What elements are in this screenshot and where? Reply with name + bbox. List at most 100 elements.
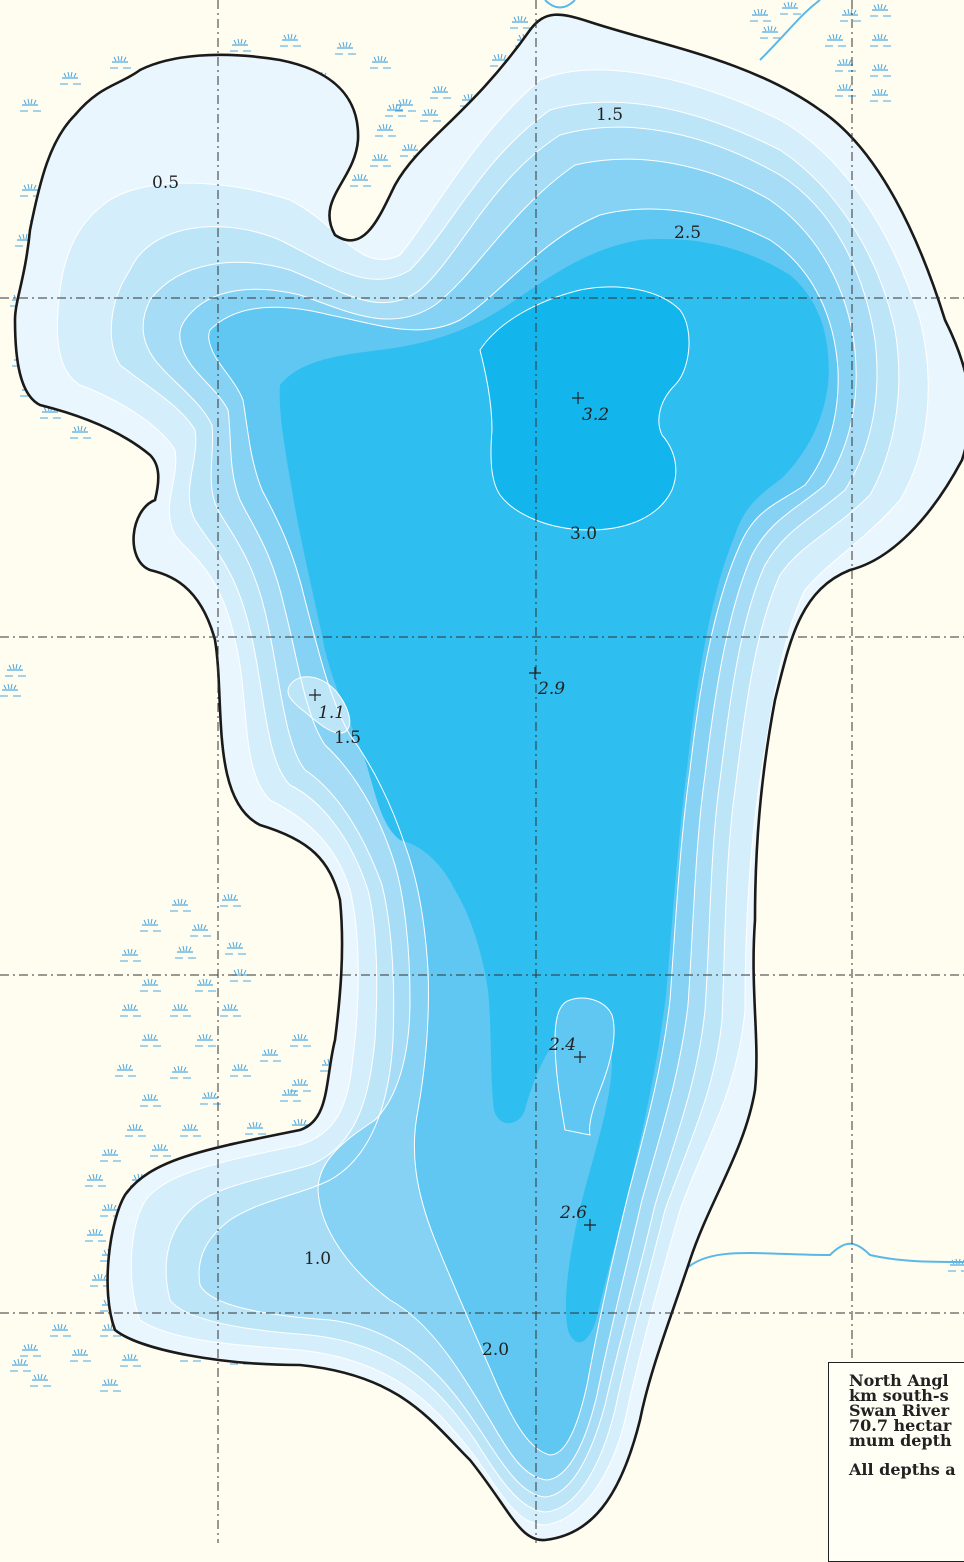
marsh-symbol-icon bbox=[419, 108, 442, 122]
marsh-symbol-icon bbox=[289, 1033, 312, 1047]
marsh-symbol-icon bbox=[394, 98, 417, 112]
contour-line-11 bbox=[287, 676, 351, 734]
lake-info-box: North Angl km south-s Swan River 70.7 he… bbox=[828, 1362, 964, 1562]
contour-line-15 bbox=[142, 126, 878, 1498]
marsh-symbol-icon bbox=[119, 1003, 142, 1017]
marsh-symbol-icon bbox=[189, 923, 212, 937]
spot-depth-11: 1.1 bbox=[318, 703, 345, 723]
marsh-symbol-icon bbox=[834, 83, 857, 97]
marsh-symbol-icon bbox=[139, 1093, 162, 1107]
marsh-symbol-icon bbox=[279, 33, 302, 47]
marsh-symbol-icon bbox=[19, 1343, 42, 1357]
marsh-symbol-icon bbox=[219, 1003, 242, 1017]
spot-marker-11 bbox=[309, 689, 321, 701]
marsh-symbol-icon bbox=[194, 978, 217, 992]
marsh-symbol-icon bbox=[834, 58, 857, 72]
marsh-symbol-icon bbox=[759, 25, 782, 39]
marsh-symbol-icon bbox=[124, 1123, 147, 1137]
contour-label-05: 0.5 bbox=[152, 173, 179, 193]
east-stream bbox=[684, 1242, 964, 1271]
contour-label-25: 2.5 bbox=[674, 223, 701, 243]
spot-depth-32: 3.2 bbox=[582, 405, 609, 425]
marsh-symbol-icon bbox=[4, 663, 27, 677]
depth-band-29 bbox=[279, 239, 829, 1343]
contour-label-10: 1.0 bbox=[304, 1249, 331, 1269]
marsh-symbol-icon bbox=[839, 8, 862, 22]
depth-band-24 bbox=[555, 998, 615, 1135]
marsh-symbol-icon bbox=[509, 15, 532, 29]
spot-marker-24 bbox=[574, 1051, 586, 1063]
marsh-symbol-icon bbox=[429, 85, 452, 99]
marsh-symbol-icon bbox=[369, 153, 392, 167]
marsh-symbol-icon bbox=[119, 948, 142, 962]
outflow-stream bbox=[759, 0, 821, 61]
info-line-5: mum depth bbox=[849, 1431, 952, 1450]
marsh-symbol-icon bbox=[229, 38, 252, 52]
marsh-symbol-icon bbox=[29, 1373, 52, 1387]
contour-label-15-north: 1.5 bbox=[596, 105, 623, 125]
marsh-symbol-icon bbox=[139, 1033, 162, 1047]
marsh-symbol-icon bbox=[0, 683, 22, 697]
contour-line-20 bbox=[179, 158, 857, 1481]
marsh-symbol-icon bbox=[84, 1173, 107, 1187]
marsh-symbol-icon bbox=[369, 55, 392, 69]
contour-line-30 bbox=[479, 286, 690, 531]
marsh-symbol-icon bbox=[869, 33, 892, 47]
marsh-symbol-icon bbox=[174, 945, 197, 959]
marsh-symbol-icon bbox=[59, 71, 82, 85]
marsh-symbol-icon bbox=[19, 98, 42, 112]
marsh-symbol-icon bbox=[289, 1078, 312, 1092]
marsh-symbol-icon bbox=[169, 898, 192, 912]
marsh-symbol-icon bbox=[49, 1323, 72, 1337]
marsh-symbol-icon bbox=[869, 88, 892, 102]
spot-depth-24: 2.4 bbox=[548, 1035, 576, 1055]
marsh-symbol-icon bbox=[179, 1123, 202, 1137]
contour-line-10 bbox=[110, 101, 900, 1513]
contour-label-30: 3.0 bbox=[570, 524, 597, 544]
contour-label-15-west: 1.5 bbox=[334, 728, 361, 748]
marsh-symbol-icon bbox=[869, 63, 892, 77]
marsh-symbol-icon bbox=[219, 893, 242, 907]
depth-band-30 bbox=[480, 286, 690, 530]
marsh-symbol-icon bbox=[169, 1065, 192, 1079]
marsh-symbol-icon bbox=[749, 8, 772, 22]
marsh-symbol-icon bbox=[869, 3, 892, 17]
marsh-symbol-icon bbox=[69, 1348, 92, 1362]
marsh-symbol-icon bbox=[99, 1148, 122, 1162]
marsh-symbol-icon bbox=[229, 1063, 252, 1077]
contour-line-24 bbox=[554, 997, 615, 1136]
marsh-symbol-icon bbox=[109, 55, 132, 69]
marsh-symbol-icon bbox=[194, 1033, 217, 1047]
marsh-symbol-icon bbox=[139, 978, 162, 992]
contour-line-25 bbox=[208, 208, 839, 1456]
marsh-symbol-icon bbox=[384, 103, 407, 117]
spot-depth-26: 2.6 bbox=[559, 1203, 587, 1223]
info-line-1: North Angl bbox=[849, 1371, 949, 1390]
marsh-symbol-icon bbox=[947, 1258, 964, 1272]
marsh-symbol-icon bbox=[349, 173, 372, 187]
inflow-stream bbox=[544, 0, 576, 9]
marsh-symbol-icon bbox=[824, 33, 847, 47]
contour-label-20: 2.0 bbox=[482, 1340, 509, 1360]
marsh-symbol-icon bbox=[9, 1358, 32, 1372]
marsh-symbol-icon bbox=[259, 1048, 282, 1062]
marsh-symbol-icon bbox=[244, 1121, 267, 1135]
spot-marker-26 bbox=[584, 1219, 596, 1231]
marsh-symbol-icon bbox=[114, 1063, 137, 1077]
marsh-symbol-icon bbox=[779, 1, 802, 15]
marsh-symbol-icon bbox=[99, 1378, 122, 1392]
marsh-symbol-icon bbox=[139, 918, 162, 932]
spot-marker-32 bbox=[572, 392, 584, 404]
marsh-symbol-icon bbox=[119, 1353, 142, 1367]
spot-marker-29 bbox=[529, 667, 541, 679]
info-line-6: All depths a bbox=[849, 1460, 956, 1479]
marsh-symbol-icon bbox=[374, 123, 397, 137]
marsh-symbol-icon bbox=[84, 1228, 107, 1242]
info-line-4: 70.7 hectar bbox=[849, 1416, 952, 1435]
marsh-symbol-icon bbox=[149, 1143, 172, 1157]
contour-line-05 bbox=[56, 69, 929, 1526]
info-line-3: Swan River bbox=[849, 1401, 950, 1420]
info-line-2: km south-s bbox=[849, 1386, 949, 1405]
marsh-symbol-icon bbox=[224, 941, 247, 955]
